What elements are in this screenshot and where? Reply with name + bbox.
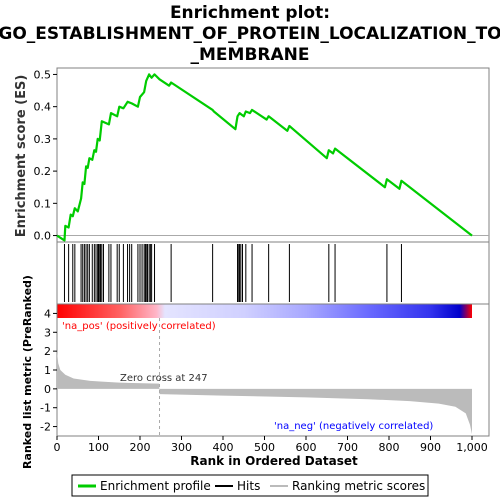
x-axis: 0 100 200 300 400 500 600 700 800 900 1,000 <box>54 436 488 454</box>
hit-markers <box>63 244 402 302</box>
legend: Enrichment profile Hits Ranking metric s… <box>71 474 429 497</box>
metric-y-axis: 4 3 2 1 0 -1 -2 <box>40 307 57 434</box>
es-y-tick-label: 0.4 <box>34 101 52 114</box>
metric-y-axis-label: Ranked list metric (PreRanked) <box>21 275 34 469</box>
legend-label-enrichment: Enrichment profile <box>100 479 211 493</box>
enrichment-profile-series <box>56 73 473 242</box>
es-y-tick-label: 0.5 <box>34 68 52 81</box>
legend-label-hits: Hits <box>237 479 260 493</box>
x-tick-label: 600 <box>296 441 317 454</box>
x-tick-label: 800 <box>379 441 400 454</box>
x-tick-label: 700 <box>337 441 358 454</box>
x-tick-label: 300 <box>171 441 192 454</box>
metric-y-tick-label: -2 <box>40 421 51 434</box>
x-tick-label: 200 <box>130 441 151 454</box>
metric-y-tick-label: 4 <box>44 307 51 320</box>
legend-frame <box>71 474 429 497</box>
chart-title-line-2: GO_ESTABLISHMENT_OF_PROTEIN_LOCALIZATION… <box>0 24 500 44</box>
es-y-tick-label: 0.1 <box>34 197 52 210</box>
x-tick-label: 1,000 <box>456 441 488 454</box>
legend-label-metric: Ranking metric scores <box>292 479 425 493</box>
metric-y-tick-label: 3 <box>44 326 51 339</box>
x-tick-label: 0 <box>54 441 61 454</box>
chart-title-line-3: _MEMBRANE <box>191 45 310 65</box>
es-panel-frame <box>56 67 490 243</box>
metric-y-tick-label: 1 <box>44 364 51 377</box>
x-tick-label: 400 <box>213 441 234 454</box>
x-tick-label: 100 <box>88 441 109 454</box>
rank-color-bar <box>57 304 472 318</box>
es-y-tick-label: 0.3 <box>34 133 52 146</box>
metric-y-tick-label: 2 <box>44 345 51 358</box>
es-y-axis: 0.0 0.1 0.2 0.3 0.4 0.5 <box>34 68 57 243</box>
pos-correlated-label: 'na_pos' (positively correlated) <box>62 321 216 332</box>
metric-area <box>57 318 472 436</box>
chart-title-line-1: Enrichment plot: <box>170 3 330 23</box>
metric-y-tick-label: 0 <box>44 383 51 396</box>
es-y-tick-label: 0.0 <box>34 230 52 243</box>
ranking-metric-area <box>57 351 472 435</box>
es-y-tick-label: 0.2 <box>34 165 52 178</box>
neg-correlated-label: 'na_neg' (negatively correlated) <box>274 421 433 432</box>
es-y-axis-label: Enrichment score (ES) <box>14 75 29 238</box>
x-axis-label: Rank in Ordered Dataset <box>190 454 358 468</box>
x-tick-label: 500 <box>254 441 275 454</box>
enrichment-profile-line <box>56 73 473 242</box>
x-tick-label: 900 <box>420 441 441 454</box>
zero-cross-label: Zero cross at 247 <box>120 373 208 384</box>
hits-panel-frame <box>56 241 490 305</box>
metric-y-tick-label: -1 <box>40 402 51 415</box>
